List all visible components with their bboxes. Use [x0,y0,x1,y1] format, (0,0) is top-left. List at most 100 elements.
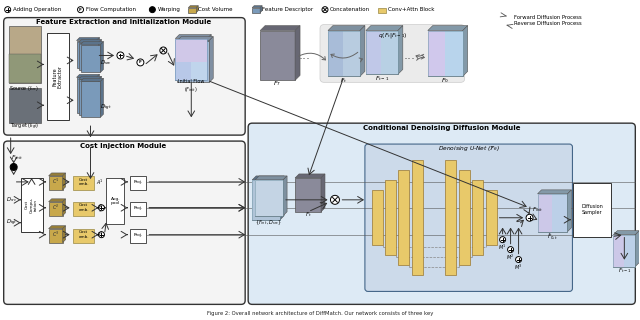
Bar [613,235,625,267]
Polygon shape [99,76,102,115]
Text: $M^1$: $M^1$ [499,243,507,252]
Bar [106,178,124,224]
Circle shape [516,257,522,262]
Bar [72,176,95,190]
Text: $\hat{F}_{0,t}$: $\hat{F}_{0,t}$ [547,231,558,241]
Bar [47,33,68,120]
Text: $A^1$: $A^1$ [97,177,104,187]
Circle shape [160,47,167,54]
Bar [459,170,470,265]
Circle shape [117,52,124,59]
Text: $C^1$: $C^1$ [52,177,60,186]
Bar [77,77,97,113]
Polygon shape [280,176,284,220]
Bar [613,235,636,267]
Text: $F_T$: $F_T$ [273,79,282,88]
Polygon shape [49,199,65,202]
Circle shape [526,214,533,221]
Bar [366,31,398,74]
Text: Conditional Denoising Diffusion Module: Conditional Denoising Diffusion Module [363,125,520,131]
Bar [188,8,196,13]
Bar [131,202,147,216]
Circle shape [149,7,156,13]
Text: Avg.
pool: Avg. pool [111,196,120,205]
Text: Feature Extraction and Initialization Module: Feature Extraction and Initialization Mo… [36,19,211,25]
Polygon shape [77,37,99,41]
Circle shape [508,247,513,252]
Text: Cost Injection Module: Cost Injection Module [80,143,166,149]
Polygon shape [255,176,287,180]
Text: $C^3$: $C^3$ [52,229,60,239]
Text: $D_{tgt}$: $D_{tgt}$ [6,218,17,228]
Text: Concatenation: Concatenation [330,7,370,12]
Bar [328,31,360,76]
Polygon shape [295,26,300,80]
Text: $F_0$: $F_0$ [441,76,449,85]
Bar [81,44,100,72]
Polygon shape [209,36,213,82]
Circle shape [137,59,144,66]
Bar [613,235,636,267]
Polygon shape [283,176,287,216]
Polygon shape [63,199,65,216]
Circle shape [99,205,104,211]
Text: Target ($I_{tgt}$): Target ($I_{tgt}$) [10,122,39,132]
Text: Forward Diffusion Process: Forward Diffusion Process [513,15,581,20]
Polygon shape [99,40,102,70]
Bar [412,160,423,275]
Bar [252,180,280,220]
Polygon shape [97,74,99,113]
Circle shape [4,7,11,13]
Polygon shape [636,231,639,267]
Bar [328,31,360,76]
Bar [445,160,456,275]
Polygon shape [568,190,572,232]
Polygon shape [81,78,104,81]
Bar [328,31,343,76]
Text: $D_{tgt}$: $D_{tgt}$ [100,103,112,113]
Text: $D_{src}$: $D_{src}$ [100,58,113,67]
FancyBboxPatch shape [4,141,245,304]
Text: $F_{init}$: $F_{init}$ [532,205,543,214]
Text: $A^2$: $A^2$ [97,203,104,212]
Polygon shape [328,26,365,31]
Text: $F_t$: $F_t$ [305,210,312,219]
Bar [81,81,100,117]
Text: $M^2$: $M^2$ [506,253,515,262]
Bar [9,54,40,83]
Bar [472,180,483,255]
Bar [175,38,207,80]
Polygon shape [100,42,104,72]
Polygon shape [360,26,365,76]
Polygon shape [79,76,102,79]
Bar [372,190,383,244]
Bar [20,178,43,232]
Bar [175,38,207,62]
Text: Diffusion
Sampler: Diffusion Sampler [582,204,604,215]
Text: ...: ... [404,49,416,62]
Polygon shape [463,26,468,76]
Bar [77,41,97,68]
Text: $F_{init}$: $F_{init}$ [11,154,22,163]
Text: Reverse Diffusion Process: Reverse Diffusion Process [513,21,581,26]
Polygon shape [177,36,213,41]
Text: Feature
Extractor: Feature Extractor [52,65,63,88]
Polygon shape [63,173,65,190]
Bar [295,178,321,212]
Bar [538,194,552,232]
Polygon shape [538,190,572,194]
Bar [175,38,207,80]
Polygon shape [252,6,262,8]
Bar [175,38,207,80]
Polygon shape [100,78,104,117]
Bar [538,194,568,232]
Bar [252,180,280,220]
Bar [49,176,63,190]
Text: Proj.: Proj. [134,206,143,210]
Text: Initial Flow
$(F_{init})$: Initial Flow $(F_{init})$ [178,79,204,94]
Text: Figure 2: Overall network architecture of DiffMatch. Our network consists of thr: Figure 2: Overall network architecture o… [207,311,433,316]
Text: Feature Descriptor: Feature Descriptor [262,7,313,12]
Polygon shape [63,226,65,243]
Polygon shape [252,176,284,180]
Bar [175,38,191,80]
